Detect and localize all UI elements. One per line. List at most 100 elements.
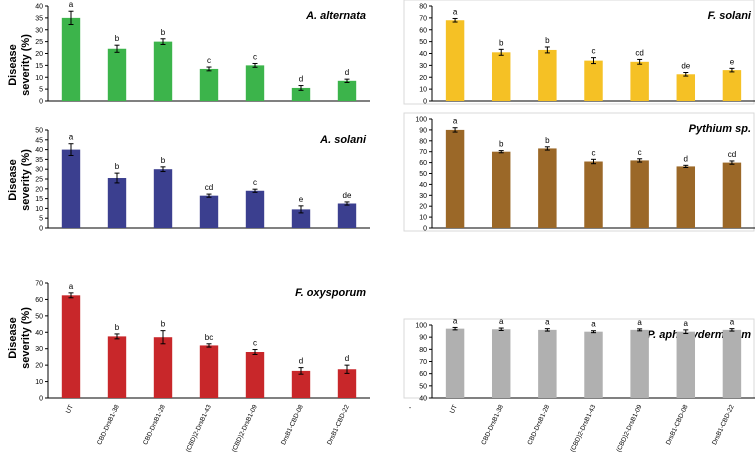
ylabel-line2: severity (%): [20, 149, 32, 211]
y-tick-label: 80: [419, 4, 427, 11]
bar: [676, 74, 696, 101]
bar: [584, 60, 603, 101]
ylabel-middle: Disease severity (%): [7, 149, 32, 211]
bar: [291, 87, 311, 101]
y-tick-label: 40: [419, 396, 427, 403]
y-tick-label: 0: [423, 99, 427, 106]
bar: [337, 203, 357, 228]
significance-letter: c: [253, 52, 257, 61]
significance-letter: c: [592, 148, 596, 157]
significance-letter: d: [684, 154, 688, 163]
y-tick-label: 60: [419, 27, 427, 34]
bar: [199, 195, 219, 228]
significance-letter: e: [730, 57, 735, 66]
bar: [153, 169, 173, 228]
y-tick-label: 20: [35, 186, 43, 193]
y-tick-label: 30: [35, 346, 43, 353]
panel-a-alternata: 0 5 10 15 20 25 30 35 40 A. alternata a b b c c d d: [35, 0, 370, 106]
y-tick-label: 15: [35, 63, 43, 70]
y-tick-label: 40: [419, 51, 427, 58]
bar: [61, 149, 81, 228]
significance-letter: cd: [205, 183, 213, 192]
significance-letter: a: [453, 7, 458, 16]
y-tick-label: 50: [35, 313, 43, 320]
chart-title: Pythium sp.: [689, 123, 751, 135]
significance-letter: d: [345, 354, 349, 363]
x-tick-label: DrsB1-CBD-22: [326, 404, 351, 447]
panel-frame: [403, 112, 755, 232]
significance-letter: b: [161, 156, 166, 165]
bar: [245, 190, 265, 228]
bar: [107, 336, 127, 398]
y-tick-label: 20: [419, 204, 427, 211]
y-tick-label: 5: [39, 87, 43, 94]
ylabel-line1: Disease: [7, 317, 19, 359]
significance-letter: a: [637, 318, 642, 327]
x-tick-label: (CBD)2-DrsB1-43: [185, 404, 213, 453]
x-tick-label: CBD-DrsB1-38: [96, 404, 121, 447]
y-tick-label: 20: [35, 51, 43, 58]
x-axis-extra-label: -: [409, 405, 412, 412]
significance-letter: c: [253, 178, 257, 187]
significance-letter: d: [345, 68, 349, 77]
y-tick-label: 10: [35, 206, 43, 213]
y-tick-label: 20: [419, 75, 427, 82]
significance-letter: a: [545, 318, 550, 327]
chart-title: F. solani: [708, 10, 752, 22]
y-tick-label: 50: [419, 39, 427, 46]
significance-letter: e: [299, 195, 304, 204]
significance-letter: b: [161, 320, 166, 329]
bar: [584, 331, 603, 398]
significance-letter: c: [592, 47, 596, 56]
y-tick-label: 60: [419, 371, 427, 378]
x-tick-label: (CBD)2-DrsB1-09: [615, 404, 643, 453]
x-tick-label: DrsB1-CBD-08: [665, 404, 690, 447]
bar: [630, 61, 649, 101]
y-tick-label: 35: [35, 15, 43, 22]
y-tick-label: 40: [35, 147, 43, 154]
chart-title: F. oxysporum: [295, 287, 366, 299]
significance-letter: c: [253, 339, 257, 348]
y-tick-label: 60: [419, 160, 427, 167]
bar: [538, 49, 557, 101]
bar: [722, 329, 742, 398]
significance-letter: b: [161, 28, 166, 37]
y-tick-label: 40: [35, 4, 43, 11]
bar: [107, 178, 127, 228]
x-tick-label: DrsB1-CBD-08: [280, 404, 305, 447]
y-tick-label: 25: [35, 39, 43, 46]
significance-letter: d: [299, 75, 303, 84]
bar: [630, 329, 649, 398]
y-tick-label: 10: [35, 75, 43, 82]
ylabel-line2: severity (%): [20, 307, 32, 369]
bar: [722, 70, 742, 101]
y-tick-label: 25: [35, 177, 43, 184]
y-tick-label: 70: [419, 359, 427, 366]
bar: [584, 161, 603, 228]
bar: [199, 68, 219, 101]
y-tick-label: 30: [35, 167, 43, 174]
y-tick-label: 50: [35, 128, 43, 135]
significance-letter: b: [545, 36, 550, 45]
ylabel-bottom: Disease severity (%): [7, 307, 32, 369]
bar: [676, 166, 696, 228]
y-tick-label: 20: [35, 363, 43, 370]
bar: [107, 48, 127, 101]
significance-letter: b: [499, 38, 504, 47]
y-tick-label: 40: [419, 182, 427, 189]
bar: [491, 329, 511, 398]
significance-letter: a: [591, 320, 596, 329]
panel-a-solani: 0 5 10 15 20 25 30 35 40 45 50 A. solani a b b cd c e de: [35, 128, 370, 233]
bar: [61, 295, 81, 398]
y-tick-label: 15: [35, 196, 43, 203]
bar: [337, 80, 357, 101]
bar: [291, 209, 311, 228]
panel-frame: [403, 0, 755, 105]
significance-letter: cd: [728, 150, 736, 159]
x-tick-label: CBD-DrsB1-38: [480, 404, 505, 447]
panel-f-solani: 0 10 20 30 40 50 60 70 80 F. solani a b b c cd de e: [403, 0, 755, 106]
bar: [538, 148, 557, 228]
bar: [337, 369, 357, 398]
y-tick-label: 35: [35, 157, 43, 164]
